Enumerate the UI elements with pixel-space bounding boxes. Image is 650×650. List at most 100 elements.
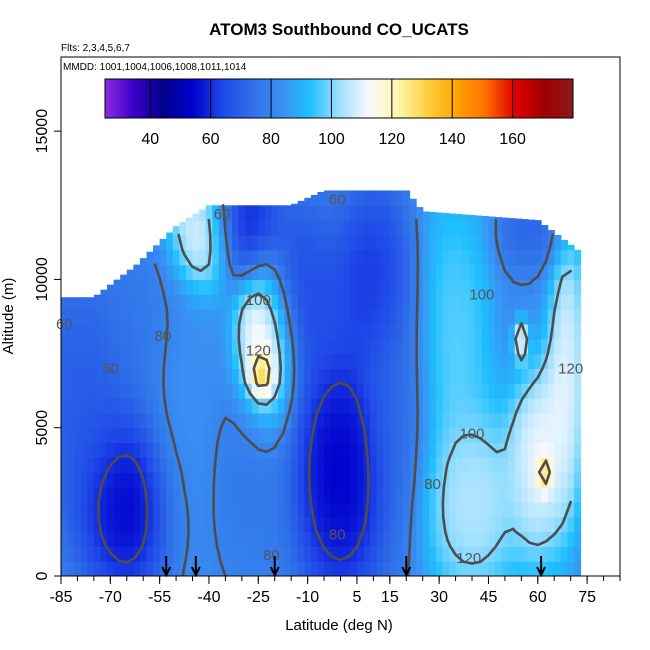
heatmap-cell [126,412,134,429]
heatmap-cell [534,457,542,473]
heatmap-cell [573,353,582,369]
heatmap-cell [442,398,450,414]
heatmap-cell [554,531,562,547]
heatmap-cell [258,531,266,547]
heatmap-cell [107,368,115,384]
heatmap-cell [251,457,259,473]
heatmap-cell [356,487,365,503]
heatmap-cell [284,427,292,444]
heatmap-cell [554,472,562,488]
heatmap-cell [324,546,332,562]
heatmap-cell [462,457,470,473]
heatmap-cell [297,398,305,414]
heatmap-cell [159,264,167,281]
heatmap-cell [291,338,299,355]
heatmap-cell [337,561,345,576]
heatmap-cell [126,368,134,384]
heatmap-cell [501,353,509,369]
heatmap-cell [481,531,490,547]
heatmap-cell [350,472,358,488]
heatmap-cell [343,249,351,266]
heatmap-cell [113,323,121,340]
heatmap-cell [238,516,246,533]
heatmap-cell [179,398,187,414]
heatmap-cell [376,309,384,325]
heatmap-cell [383,442,391,458]
heatmap-cell [278,457,286,473]
heatmap-cell [304,501,312,518]
heatmap-cell [376,338,384,355]
heatmap-cell [363,190,371,206]
heatmap-cell [126,338,134,355]
heatmap-cell [179,516,187,533]
heatmap-cell [179,353,187,369]
heatmap-cell [402,531,411,547]
heatmap-cell [231,309,240,325]
heatmap-cell [468,398,476,414]
heatmap-cell [495,264,503,281]
heatmap-cell [343,442,351,458]
heatmap-cell [120,309,128,325]
heatmap-cell [297,501,305,518]
heatmap-cell [527,531,536,547]
heatmap-cell [449,546,457,562]
heatmap-cell [527,249,536,266]
heatmap-cell [481,383,490,399]
heatmap-cell [560,279,568,295]
heatmap-cell [521,353,529,369]
heatmap-cell [264,427,273,444]
heatmap-cell [481,472,490,488]
heatmap-cell [258,427,266,444]
heatmap-cell [264,501,273,518]
heatmap-cell [139,279,148,295]
heatmap-cell [376,531,384,547]
heatmap-cell [527,412,536,429]
heatmap-cell [278,338,286,355]
heatmap-cell [87,516,95,533]
heatmap-cell [567,487,575,503]
heatmap-cell [126,398,134,414]
heatmap-cell [93,412,102,429]
heatmap-cell [501,398,509,414]
heatmap-cell [74,338,82,355]
heatmap-cell [324,398,332,414]
heatmap-cell [573,487,582,503]
heatmap-cell [172,398,180,414]
heatmap-cell [185,501,194,518]
heatmap-cell [133,264,141,281]
heatmap-cell [435,383,444,399]
heatmap-cell [370,264,378,281]
heatmap-cell [449,323,457,340]
heatmap-cell [61,561,69,576]
heatmap-cell [376,457,384,473]
heatmap-cell [514,368,522,384]
heatmap-cell [245,279,253,295]
heatmap-cell [363,264,371,281]
heatmap-cell [67,297,75,310]
heatmap-cell [199,279,207,295]
heatmap-cell [396,309,404,325]
heatmap-cell [324,353,332,369]
heatmap-cell [330,205,338,221]
heatmap-cell [573,338,582,355]
heatmap-cell [324,264,332,281]
heatmap-cell [343,412,351,429]
heatmap-cell [87,487,95,503]
heatmap-cell [153,546,161,562]
heatmap-cell [429,472,437,488]
heatmap-cell [547,427,555,444]
heatmap-cell [449,472,457,488]
heatmap-cell [567,457,575,473]
heatmap-cell [225,531,233,547]
heatmap-cell [153,427,161,444]
heatmap-cell [481,442,490,458]
heatmap-cell [238,398,246,414]
heatmap-cell [245,472,253,488]
heatmap-cell [133,383,141,399]
heatmap-cell [429,353,437,369]
heatmap-cell [370,383,378,399]
heatmap-cell [554,501,562,518]
heatmap-cell [376,249,384,266]
heatmap-cell [468,442,476,458]
heatmap-cell [159,516,167,533]
